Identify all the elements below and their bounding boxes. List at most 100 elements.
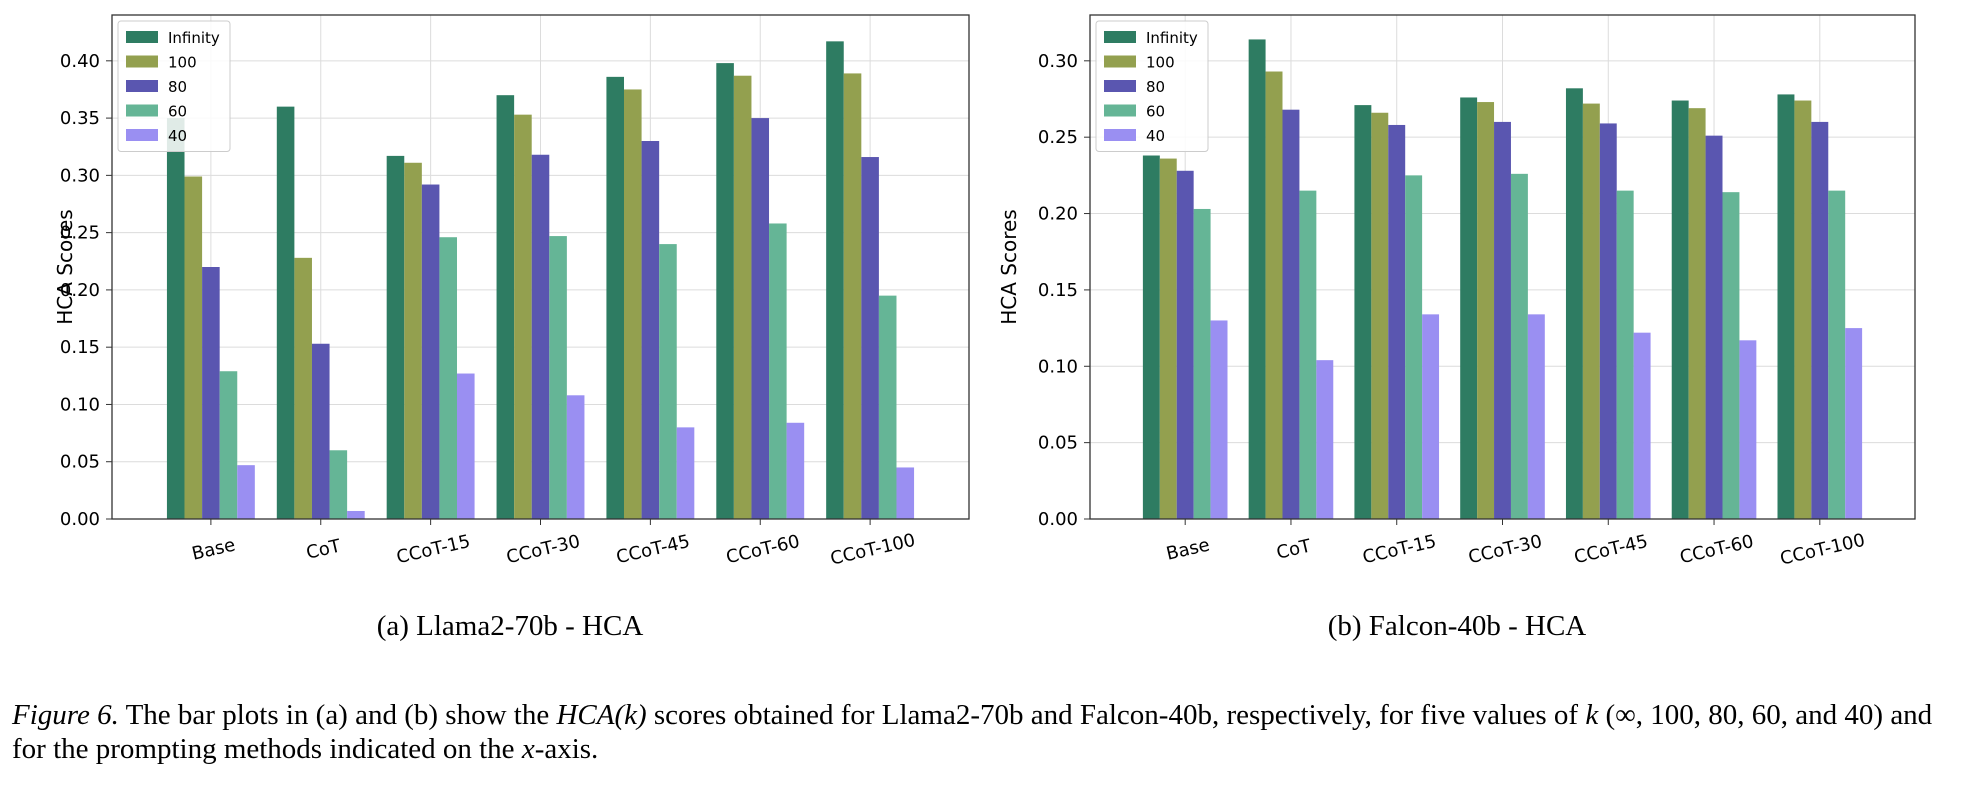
series-100 xyxy=(1159,71,1812,520)
y-axis-label: HCA Scores xyxy=(53,209,77,324)
legend-box xyxy=(1095,20,1209,152)
caption-text-3: (∞, 100, 80, 60, and 40) and for the pro… xyxy=(12,699,1933,765)
x-tick-label: Base xyxy=(190,534,237,564)
subfigure-caption: (a) Llama2-70b - HCA xyxy=(377,610,644,642)
legend-label-80: 80 xyxy=(168,78,187,96)
bar-40-ccot-15 xyxy=(1422,314,1440,519)
bar-80-cot xyxy=(1282,109,1300,519)
bar-80-cot xyxy=(311,343,330,519)
legend-swatch-60 xyxy=(1104,104,1136,117)
bar-40-ccot-60 xyxy=(786,422,805,519)
bar-100-ccot-60 xyxy=(1688,108,1706,519)
legend-label-80: 80 xyxy=(1146,78,1165,96)
x-tick-label: CCoT-100 xyxy=(1778,530,1867,570)
bar-80-ccot-60 xyxy=(751,118,770,519)
bar-80-ccot-100 xyxy=(861,157,879,519)
x-tick-label: CCoT-15 xyxy=(395,531,473,568)
bar-80-ccot-60 xyxy=(1705,135,1723,519)
x-tick-label: CoT xyxy=(304,535,343,563)
y-tick-label: 0.40 xyxy=(60,51,100,72)
series-60 xyxy=(1193,173,1846,520)
subfigure-caption: (b) Falcon-40b - HCA xyxy=(1328,610,1587,642)
bar-100-cot xyxy=(294,257,312,519)
bar-infinity-ccot-60 xyxy=(716,63,734,519)
bar-100-ccot-30 xyxy=(514,114,532,520)
x-tick-label: CCoT-45 xyxy=(614,531,692,568)
series-60 xyxy=(219,223,897,520)
bar-40-ccot-45 xyxy=(676,427,695,519)
bars xyxy=(1142,39,1863,520)
bar-60-ccot-45 xyxy=(659,244,677,519)
series-infinity xyxy=(166,41,844,520)
bar-100-ccot-45 xyxy=(1582,103,1600,519)
legend-box xyxy=(117,20,231,152)
series-80 xyxy=(1176,109,1829,520)
bar-100-base xyxy=(184,176,203,519)
y-tick-label: 0.05 xyxy=(60,452,100,473)
bar-100-base xyxy=(1159,158,1177,519)
x-tick-label: CCoT-45 xyxy=(1572,531,1650,568)
bar-infinity-ccot-15 xyxy=(1354,105,1372,519)
x-tick-label: CCoT-60 xyxy=(1678,531,1756,568)
bar-60-ccot-100 xyxy=(878,295,897,519)
y-tick-label: 0.25 xyxy=(1038,127,1078,148)
y-tick-label: 0.15 xyxy=(1038,280,1078,301)
legend-swatch-infinity xyxy=(126,31,158,43)
bar-100-ccot-45 xyxy=(624,89,642,520)
y-tick-label: 0.30 xyxy=(1038,51,1078,72)
series-100 xyxy=(184,73,862,520)
bar-40-ccot-30 xyxy=(566,395,585,519)
legend-label-40: 40 xyxy=(168,127,187,145)
bar-100-ccot-30 xyxy=(1477,102,1495,520)
bar-40-cot xyxy=(347,510,365,519)
caption-math-hca: HCA(k) xyxy=(556,699,647,731)
bar-60-ccot-60 xyxy=(769,223,787,520)
bar-infinity-ccot-100 xyxy=(826,41,844,519)
bar-infinity-cot xyxy=(276,106,295,520)
x-tick-label: CCoT-100 xyxy=(828,530,917,570)
legend-label-infinity: Infinity xyxy=(168,29,220,47)
caption-text-1: The bar plots in (a) and (b) show the xyxy=(118,699,557,731)
legend-label-infinity: Infinity xyxy=(1146,29,1198,47)
bar-100-cot xyxy=(1265,71,1283,519)
bars xyxy=(166,41,915,520)
legend-swatch-infinity xyxy=(1104,31,1136,43)
bar-80-ccot-30 xyxy=(1494,121,1511,519)
series-40 xyxy=(237,373,915,519)
legend: Infinity 100 80 60 40 xyxy=(1095,20,1209,152)
bar-60-ccot-15 xyxy=(1405,175,1423,519)
x-tick-label: CCoT-15 xyxy=(1361,531,1439,568)
legend-swatch-80 xyxy=(126,80,158,92)
y-tick-label: 0.25 xyxy=(60,223,100,244)
series-infinity xyxy=(1142,39,1795,520)
y-axis-ticks: 0.00 0.05 0.10 0.15 0.20 0.25 0.30 0.35 0.40 xyxy=(60,51,112,530)
bar-60-cot xyxy=(1299,190,1317,520)
legend-swatch-80 xyxy=(1104,80,1136,92)
figure-caption: Figure 6. The bar plots in (a) and (b) s… xyxy=(12,698,1957,766)
y-tick-label: 0.20 xyxy=(1038,204,1078,225)
x-tick-label: Base xyxy=(1164,534,1211,564)
bar-40-ccot-15 xyxy=(456,373,475,519)
x-axis-ticks: Base CoT CCoT-15 CCoT-30 CCoT-45 CCoT-60 CCoT-… xyxy=(1164,519,1867,570)
bar-infinity-base xyxy=(1142,155,1160,519)
bar-infinity-ccot-30 xyxy=(1460,97,1478,520)
bar-100-ccot-15 xyxy=(404,162,422,519)
y-tick-label: 0.00 xyxy=(1038,509,1078,530)
bar-60-ccot-30 xyxy=(1510,173,1528,519)
bar-80-ccot-15 xyxy=(1388,124,1406,520)
y-tick-label: 0.05 xyxy=(1038,433,1078,454)
bar-infinity-ccot-30 xyxy=(496,95,515,519)
x-tick-label: CoT xyxy=(1275,535,1314,563)
bar-40-ccot-100 xyxy=(1845,328,1863,519)
bar-80-ccot-30 xyxy=(531,154,550,519)
bar-60-ccot-45 xyxy=(1616,190,1634,520)
chart-b-falcon-40b-hca: 0.00 0.05 0.10 0.15 0.20 0.25 0.30 Base CoT CCoT-… xyxy=(997,14,1916,642)
bar-100-ccot-100 xyxy=(1794,100,1812,519)
bar-infinity-cot xyxy=(1248,39,1266,519)
series-80 xyxy=(202,118,879,519)
legend-swatch-40 xyxy=(126,129,158,141)
bar-60-ccot-15 xyxy=(439,237,457,519)
bar-infinity-base xyxy=(166,118,185,519)
bar-40-ccot-45 xyxy=(1633,332,1651,519)
bar-40-base xyxy=(1210,320,1228,519)
